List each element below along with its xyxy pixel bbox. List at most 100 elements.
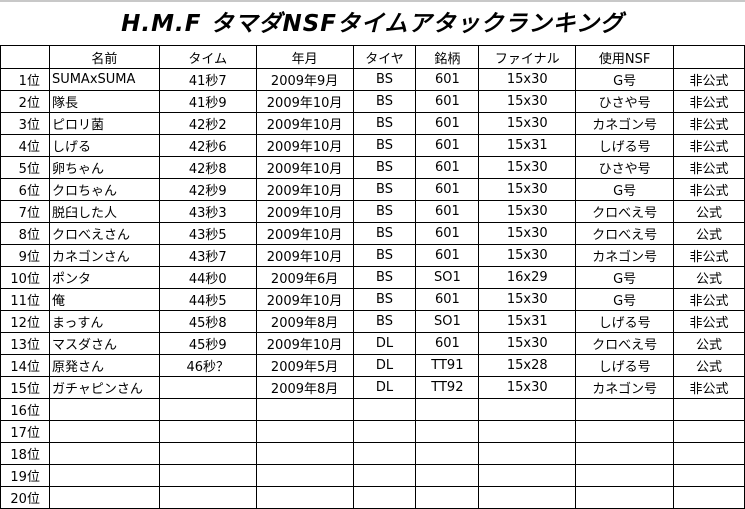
cell-time[interactable]: 42秒6 [158, 134, 257, 157]
cell-final[interactable] [478, 464, 577, 487]
cell-brand[interactable]: 601 [415, 156, 480, 179]
cell-nsf[interactable]: しげる号 [575, 310, 675, 333]
cell-tire[interactable]: BS [352, 178, 417, 201]
cell-nsf[interactable] [575, 442, 675, 465]
cell-nsf[interactable]: カネゴン号 [575, 112, 675, 135]
cell-nsf[interactable]: ひさや号 [575, 90, 675, 113]
cell-tire[interactable]: BS [352, 310, 417, 333]
cell-date[interactable]: 2009年5月 [255, 354, 354, 377]
cell-name[interactable]: ガチャピンさん [48, 376, 160, 399]
cell-date[interactable]: 2009年10月 [255, 156, 354, 179]
cell-official[interactable] [673, 442, 745, 465]
cell-tire[interactable]: BS [352, 134, 417, 157]
cell-name[interactable]: ポンタ [48, 266, 160, 289]
cell-official[interactable]: 公式 [673, 332, 745, 355]
cell-final[interactable]: 15x30 [478, 222, 577, 245]
cell-name[interactable]: 原発さん [48, 354, 160, 377]
cell-tire[interactable]: BS [352, 244, 417, 267]
cell-name[interactable]: 隊長 [48, 90, 160, 113]
cell-time[interactable]: 41秒7 [158, 68, 257, 91]
cell-time[interactable]: 45秒8 [158, 310, 257, 333]
cell-brand[interactable]: TT92 [415, 376, 480, 399]
cell-nsf[interactable]: しげる号 [575, 354, 675, 377]
cell-time[interactable]: 43秒7 [158, 244, 257, 267]
cell-official[interactable]: 非公式 [673, 134, 745, 157]
cell-official[interactable] [673, 398, 745, 421]
cell-brand[interactable] [415, 442, 480, 465]
cell-official[interactable]: 非公式 [673, 178, 745, 201]
cell-nsf[interactable] [575, 420, 675, 443]
cell-name[interactable]: 卵ちゃん [48, 156, 160, 179]
cell-tire[interactable] [352, 464, 417, 487]
cell-final[interactable]: 15x31 [478, 134, 577, 157]
cell-final[interactable]: 15x31 [478, 310, 577, 333]
cell-final[interactable]: 16x29 [478, 266, 577, 289]
cell-brand[interactable]: 601 [415, 332, 480, 355]
cell-nsf[interactable]: G号 [575, 288, 675, 311]
cell-time[interactable]: 42秒2 [158, 112, 257, 135]
cell-official[interactable] [673, 420, 745, 443]
cell-official[interactable]: 公式 [673, 200, 745, 223]
cell-tire[interactable]: BS [352, 200, 417, 223]
cell-official[interactable] [673, 464, 745, 487]
cell-time[interactable] [158, 376, 257, 399]
cell-rank[interactable]: 9位 [0, 244, 50, 267]
cell-rank[interactable]: 17位 [0, 420, 50, 443]
cell-nsf[interactable]: クロべえ号 [575, 200, 675, 223]
cell-nsf[interactable] [575, 464, 675, 487]
cell-date[interactable]: 2009年8月 [255, 376, 354, 399]
cell-tire[interactable]: DL [352, 332, 417, 355]
cell-rank[interactable]: 18位 [0, 442, 50, 465]
cell-nsf[interactable] [575, 398, 675, 421]
cell-name[interactable] [48, 442, 160, 465]
cell-final[interactable]: 15x30 [478, 376, 577, 399]
cell-tire[interactable] [352, 420, 417, 443]
cell-rank[interactable]: 16位 [0, 398, 50, 421]
cell-time[interactable]: 42秒9 [158, 178, 257, 201]
cell-official[interactable]: 非公式 [673, 90, 745, 113]
cell-date[interactable]: 2009年10月 [255, 200, 354, 223]
cell-brand[interactable]: 601 [415, 90, 480, 113]
cell-final[interactable]: 15x30 [478, 178, 577, 201]
cell-nsf[interactable]: クロべえ号 [575, 222, 675, 245]
cell-date[interactable] [255, 486, 354, 509]
cell-final[interactable] [478, 420, 577, 443]
cell-brand[interactable]: 601 [415, 244, 480, 267]
cell-final[interactable]: 15x30 [478, 68, 577, 91]
cell-date[interactable] [255, 464, 354, 487]
cell-final[interactable]: 15x30 [478, 332, 577, 355]
cell-rank[interactable]: 20位 [0, 486, 50, 509]
cell-name[interactable]: マスダさん [48, 332, 160, 355]
cell-official[interactable]: 非公式 [673, 376, 745, 399]
cell-time[interactable] [158, 464, 257, 487]
cell-brand[interactable]: 601 [415, 200, 480, 223]
cell-name[interactable] [48, 464, 160, 487]
cell-time[interactable]: 46秒？ [158, 354, 257, 377]
cell-brand[interactable] [415, 398, 480, 421]
cell-rank[interactable]: 14位 [0, 354, 50, 377]
cell-official[interactable]: 非公式 [673, 244, 745, 267]
cell-nsf[interactable]: クロべえ号 [575, 332, 675, 355]
cell-nsf[interactable]: しげる号 [575, 134, 675, 157]
cell-final[interactable] [478, 442, 577, 465]
cell-nsf[interactable]: ひさや号 [575, 156, 675, 179]
cell-tire[interactable]: BS [352, 266, 417, 289]
cell-date[interactable]: 2009年10月 [255, 222, 354, 245]
cell-rank[interactable]: 10位 [0, 266, 50, 289]
cell-date[interactable]: 2009年10月 [255, 244, 354, 267]
cell-name[interactable] [48, 398, 160, 421]
cell-time[interactable]: 43秒5 [158, 222, 257, 245]
cell-rank[interactable]: 19位 [0, 464, 50, 487]
cell-date[interactable]: 2009年10月 [255, 134, 354, 157]
cell-official[interactable]: 非公式 [673, 288, 745, 311]
cell-rank[interactable]: 8位 [0, 222, 50, 245]
cell-name[interactable]: クロちゃん [48, 178, 160, 201]
cell-date[interactable]: 2009年10月 [255, 332, 354, 355]
cell-rank[interactable]: 4位 [0, 134, 50, 157]
cell-tire[interactable] [352, 442, 417, 465]
cell-brand[interactable]: 601 [415, 222, 480, 245]
cell-official[interactable]: 公式 [673, 222, 745, 245]
cell-name[interactable] [48, 486, 160, 509]
cell-tire[interactable]: DL [352, 354, 417, 377]
cell-tire[interactable]: BS [352, 222, 417, 245]
